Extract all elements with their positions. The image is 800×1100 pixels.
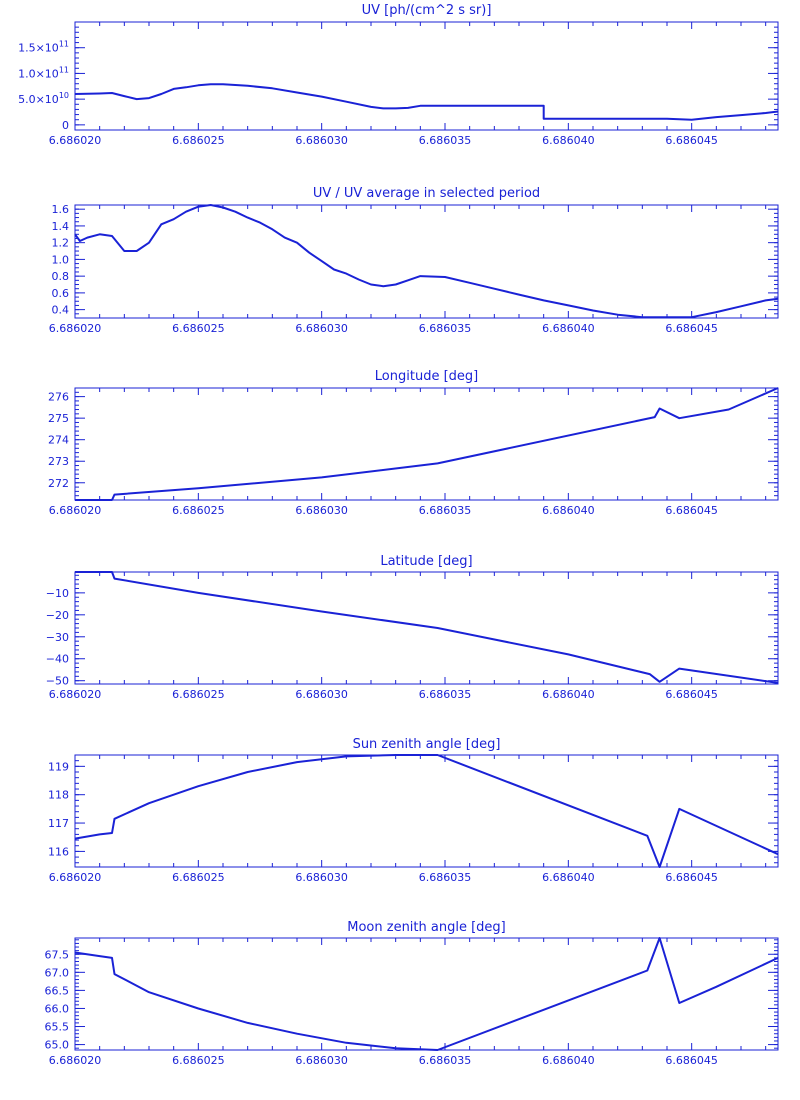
y-tick-label-exponent: 11 <box>59 65 69 74</box>
y-tick-label: 116 <box>48 845 69 858</box>
x-tick-label: 6.686020 <box>49 322 102 335</box>
panel-latitude: Latitude [deg] 6.686020 6.686025 6.686030 6.… <box>46 554 779 701</box>
x-tick-label: 6.686040 <box>542 322 595 335</box>
x-tick-label: 6.686045 <box>665 504 718 517</box>
y-tick-label: −20 <box>46 609 69 622</box>
y-tick-label: 0 <box>62 119 69 132</box>
panel-uv-ratio: UV / UV average in selected period 6.6860… <box>49 186 779 335</box>
series-line <box>74 83 779 121</box>
x-tick-label: 6.686025 <box>172 688 225 701</box>
y-tick-label-base: 5.0×10 <box>18 93 59 106</box>
x-tick-label: 6.686045 <box>665 322 718 335</box>
plot-frame <box>74 387 779 501</box>
y-tick-label: 276 <box>48 391 69 404</box>
y-tick-label: 1.6 <box>52 203 70 216</box>
y-tick-label: 65.0 <box>45 1039 70 1052</box>
y-tick-label: 272 <box>48 477 69 490</box>
y-tick-label: 0.6 <box>52 287 70 300</box>
y-tick-label: 119 <box>48 760 69 773</box>
plot-frame <box>74 21 779 131</box>
panel-sun-zenith: Sun zenith angle [deg] 6.686020 6.686025 6.… <box>48 737 779 884</box>
x-tick-label: 6.686030 <box>295 871 348 884</box>
y-tick-label-exponent: 10 <box>59 91 69 100</box>
x-tick-label: 6.686035 <box>419 504 472 517</box>
x-tick-label: 6.686020 <box>49 504 102 517</box>
y-tick-label: 273 <box>48 455 69 468</box>
x-tick-label: 6.686025 <box>172 1054 225 1067</box>
x-tick-label: 6.686045 <box>665 871 718 884</box>
panel-longitude: Longitude [deg] 6.686020 6.686025 6.686030 6… <box>48 369 779 517</box>
y-tick-label: −30 <box>46 631 69 644</box>
x-tick-label: 6.686025 <box>172 871 225 884</box>
x-tick-label: 6.686045 <box>665 134 718 147</box>
y-tick-label-base: 1.0×10 <box>18 67 59 80</box>
x-tick-label: 6.686035 <box>419 322 472 335</box>
series-line <box>74 754 779 868</box>
panel-title: Longitude [deg] <box>375 369 478 384</box>
y-tick-label: 1.4 <box>52 220 70 233</box>
x-tick-label: 6.686030 <box>295 1054 348 1067</box>
y-tick-label: 67.5 <box>45 948 70 961</box>
y-tick-label: −10 <box>46 587 69 600</box>
x-tick-label: 6.686035 <box>419 1054 472 1067</box>
y-tick-label: −40 <box>46 653 69 666</box>
x-tick-label: 6.686030 <box>295 322 348 335</box>
x-tick-label: 6.686040 <box>542 688 595 701</box>
y-tick-label: 66.0 <box>45 1002 70 1015</box>
y-tick-label: 0.4 <box>52 304 70 317</box>
x-tick-label: 6.686040 <box>542 1054 595 1067</box>
y-tick-label: 66.5 <box>45 984 70 997</box>
x-tick-label: 6.686030 <box>295 688 348 701</box>
x-tick-label: 6.686025 <box>172 134 225 147</box>
plot-frame <box>74 937 779 1051</box>
y-tick-label: 1.5×1011 <box>18 40 69 55</box>
y-tick-label: 5.0×1010 <box>18 91 69 106</box>
x-tick-label: 6.686040 <box>542 871 595 884</box>
x-tick-label: 6.686030 <box>295 504 348 517</box>
x-tick-label: 6.686045 <box>665 688 718 701</box>
y-tick-label: 65.5 <box>45 1021 70 1034</box>
panel-title: UV [ph/(cm^2 s sr)] <box>362 3 492 18</box>
plot-frame <box>74 571 779 685</box>
y-tick-label-exponent: 11 <box>59 40 69 49</box>
panel-title: Latitude [deg] <box>380 554 472 569</box>
y-tick-label-base: 1.5×10 <box>18 42 59 55</box>
series-line <box>75 571 779 684</box>
plot-frame <box>74 204 779 319</box>
series-line <box>74 204 779 319</box>
y-tick-label: 67.0 <box>45 966 70 979</box>
y-tick-label: 1.2 <box>52 237 70 250</box>
y-tick-label: 275 <box>48 412 69 425</box>
x-tick-label: 6.686025 <box>172 504 225 517</box>
x-tick-label: 6.686040 <box>542 134 595 147</box>
y-tick-label: 274 <box>48 434 69 447</box>
panel-uv: UV [ph/(cm^2 s sr)] 6.686020 6.686025 6.686… <box>18 3 779 147</box>
series-line <box>74 937 779 1051</box>
series-line <box>75 387 779 501</box>
y-tick-label: 118 <box>48 789 69 802</box>
x-tick-label: 6.686020 <box>49 1054 102 1067</box>
y-tick-label: 117 <box>48 817 69 830</box>
x-tick-label: 6.686030 <box>295 134 348 147</box>
x-tick-label: 6.686045 <box>665 1054 718 1067</box>
x-tick-label: 6.686035 <box>419 134 472 147</box>
x-tick-label: 6.686035 <box>419 688 472 701</box>
panel-title: Sun zenith angle [deg] <box>353 737 501 752</box>
x-tick-label: 6.686020 <box>49 871 102 884</box>
x-tick-label: 6.686020 <box>49 688 102 701</box>
panel-title: UV / UV average in selected period <box>313 186 540 201</box>
y-tick-label: 0.8 <box>52 270 70 283</box>
panel-moon-zenith: Moon zenith angle [deg] 6.686020 6.686025 6… <box>45 920 779 1067</box>
y-tick-label: 1.0 <box>52 253 70 266</box>
x-tick-label: 6.686035 <box>419 871 472 884</box>
y-tick-label: −50 <box>46 675 69 688</box>
x-tick-label: 6.686040 <box>542 504 595 517</box>
panel-title: Moon zenith angle [deg] <box>347 920 505 935</box>
x-tick-label: 6.686025 <box>172 322 225 335</box>
y-tick-label: 1.0×1011 <box>18 65 69 80</box>
x-tick-label: 6.686020 <box>49 134 102 147</box>
plot-frame <box>74 754 779 868</box>
